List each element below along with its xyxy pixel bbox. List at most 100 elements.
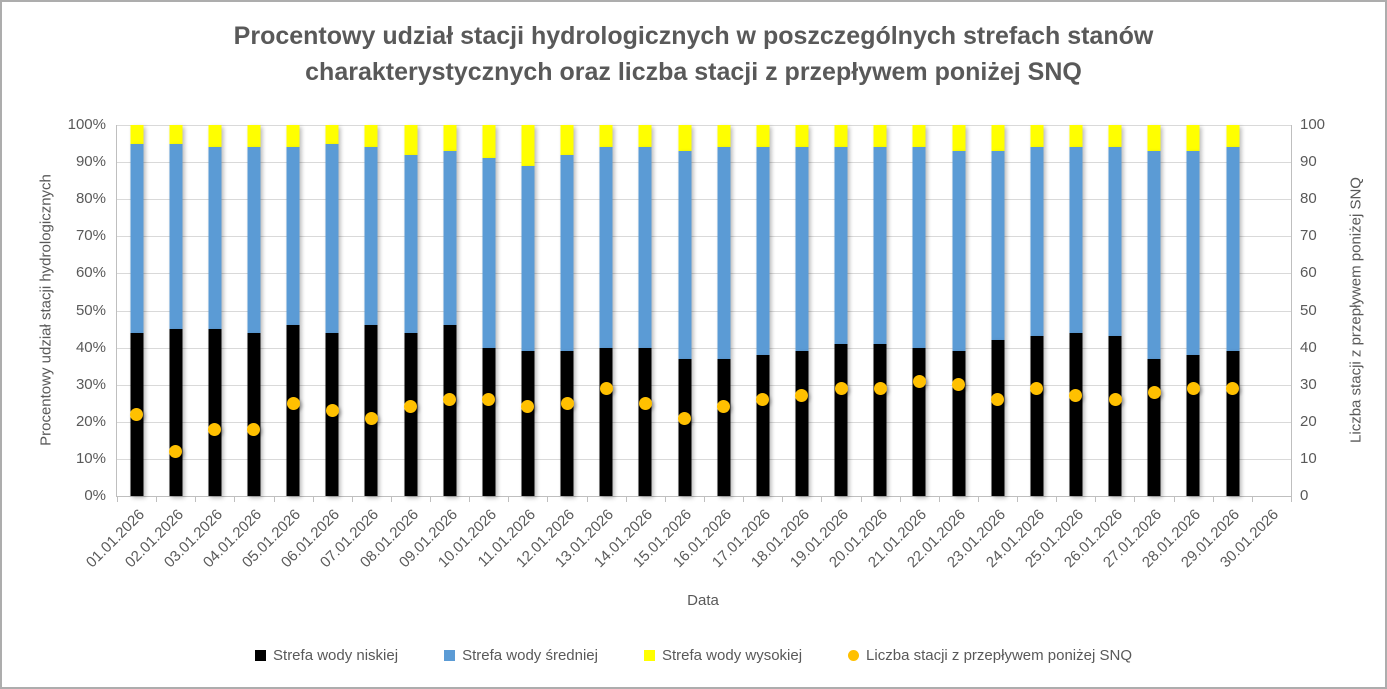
gridline: [117, 125, 1291, 126]
legend-marker-square: [643, 650, 655, 661]
scatter-dot: [404, 400, 418, 414]
bar-segment: [443, 125, 457, 151]
bar-segment: [1226, 351, 1239, 496]
bar-slot: [939, 125, 978, 496]
bar-segment: [952, 150, 966, 352]
gridline: [117, 458, 1291, 460]
bar-segment: [1030, 147, 1044, 337]
bar-segment: [404, 332, 418, 496]
bar-segment: [1147, 150, 1161, 359]
scatter-dot: [208, 422, 222, 436]
bar-segment: [443, 150, 457, 326]
scatter-dot: [1147, 385, 1161, 399]
bar-segment: [130, 143, 144, 333]
bar-segment: [208, 147, 222, 330]
scatter-dot: [325, 404, 339, 418]
bar-segment: [443, 325, 457, 496]
gridline: [117, 199, 1291, 201]
stacked-bar: [1226, 125, 1239, 496]
scatter-dot: [443, 393, 457, 407]
gridline: [117, 384, 1291, 386]
x-tick-mark: [351, 497, 353, 502]
bar-segment: [717, 358, 731, 496]
stacked-bar: [1147, 125, 1161, 496]
bar-slot: [1135, 125, 1174, 496]
bar-segment: [678, 125, 692, 151]
bar-segment: [991, 150, 1005, 341]
y-axis-tick-label-right: 80: [1300, 190, 1317, 208]
x-tick-mark: [1173, 497, 1175, 502]
stacked-bar: [599, 125, 613, 496]
y-axis-tick-label-right: 50: [1300, 301, 1317, 319]
x-tick-mark: [664, 497, 666, 502]
bar-slot: [743, 125, 782, 496]
bar-slot: [704, 125, 743, 496]
x-tick-mark: [625, 497, 627, 502]
stacked-bar: [130, 125, 144, 496]
stacked-bar: [1108, 125, 1122, 496]
x-tick-mark: [782, 497, 784, 502]
legend-marker-square: [255, 650, 267, 661]
chart-title: Procentowy udział stacji hydrologicznych…: [233, 22, 1154, 87]
bar-segment: [1226, 125, 1239, 148]
bar-segment: [1069, 147, 1083, 333]
stacked-bar: [912, 125, 926, 496]
bar-segment: [1226, 147, 1239, 352]
stacked-bar: [678, 125, 692, 496]
gridline: [117, 347, 1291, 349]
legend-marker-circle: [848, 650, 860, 661]
bar-segment: [756, 355, 770, 496]
y-axis-tick-label-right: 100: [1300, 116, 1326, 133]
bar-segment: [521, 351, 535, 496]
bar-segment: [678, 150, 692, 359]
bar-slot: [117, 125, 156, 496]
legend-item: Strefa wody średniej: [444, 647, 598, 664]
bar-segment: [247, 147, 261, 333]
bar-segment: [1186, 150, 1200, 356]
gridline: [117, 421, 1291, 423]
stacked-bar: [1186, 125, 1200, 496]
x-tick-mark: [195, 497, 197, 502]
plot-area: [116, 125, 1292, 502]
bar-segment: [482, 347, 496, 496]
bar-segment: [482, 158, 496, 348]
stacked-bar: [1265, 125, 1278, 496]
bar-segment: [678, 358, 692, 496]
bar-segment: [834, 147, 848, 344]
scatter-dot: [638, 396, 652, 410]
scatter-dot: [756, 393, 770, 407]
y-axis-tick-label-left: 70%: [75, 227, 106, 245]
x-tick-mark: [547, 497, 549, 502]
bar-slot: [430, 125, 469, 496]
y-axis-tick-label-left: 90%: [75, 153, 106, 171]
scatter-dot: [1069, 389, 1083, 403]
bar-segment: [521, 165, 535, 352]
bar-segment: [169, 125, 183, 144]
stacked-bar: [756, 125, 770, 496]
stacked-bar: [952, 125, 966, 496]
bar-segment: [638, 147, 652, 348]
bar-segment: [208, 329, 222, 496]
x-tick-mark: [586, 497, 588, 502]
legend-item: Liczba stacji z przepływem poniżej SNQ: [848, 647, 1132, 664]
stacked-bar: [208, 125, 222, 496]
bar-slot: [313, 125, 352, 496]
legend-item: Strefa wody wysokiej: [643, 647, 802, 664]
bar-segment: [1186, 355, 1200, 496]
bar-segment: [952, 125, 966, 151]
bar-slot: [587, 125, 626, 496]
x-tick-mark: [508, 497, 510, 502]
bar-segment: [325, 125, 339, 144]
scatter-dot: [286, 396, 300, 410]
stacked-bar: [482, 125, 496, 496]
bar-segment: [873, 125, 887, 148]
legend-item: Strefa wody niskiej: [255, 647, 398, 664]
stacked-bar: [991, 125, 1005, 496]
bar-slot: [1252, 125, 1291, 496]
bar-segment: [1108, 125, 1122, 148]
stacked-bar: [1069, 125, 1083, 496]
scatter-dot: [599, 381, 613, 395]
x-tick-mark: [1095, 497, 1097, 502]
bar-slot: [978, 125, 1017, 496]
gridline: [117, 162, 1291, 164]
